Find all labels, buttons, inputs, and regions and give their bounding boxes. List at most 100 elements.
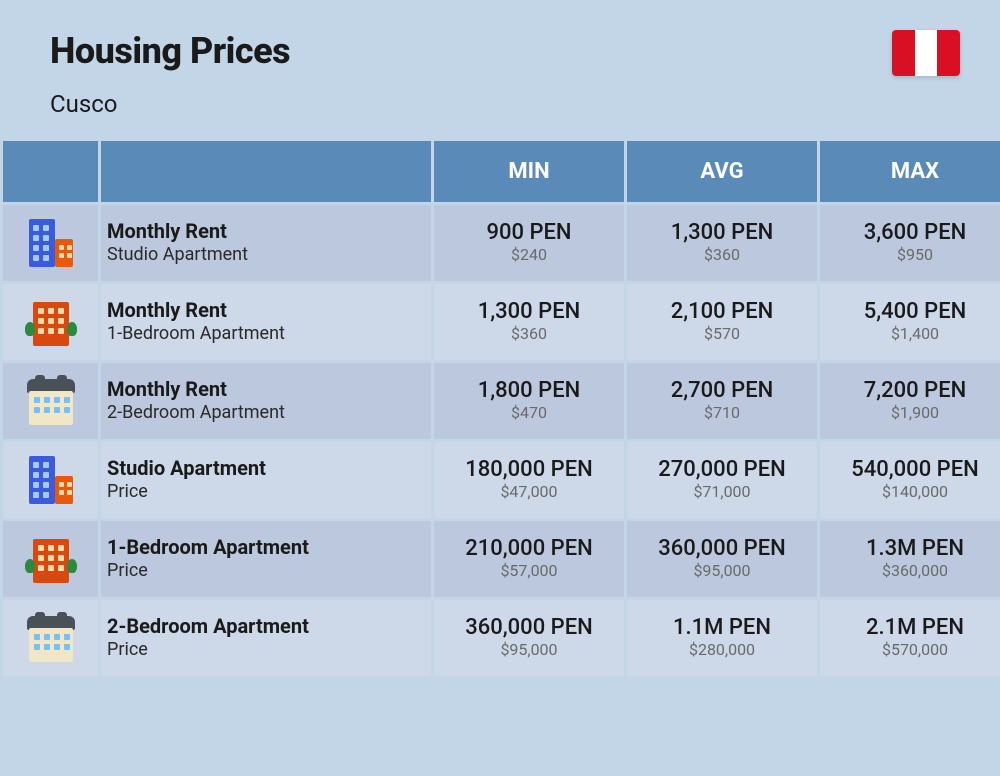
- value-usd: $95,000: [637, 561, 807, 582]
- row-label-cell: Monthly Rent1-Bedroom Apartment: [101, 284, 431, 360]
- row-icon-cell: [3, 205, 98, 281]
- cell-avg: 360,000 PEN$95,000: [627, 521, 817, 597]
- value-usd: $240: [444, 245, 614, 266]
- value-pen: 360,000 PEN: [637, 536, 807, 561]
- cell-max: 540,000 PEN$140,000: [820, 442, 1000, 518]
- value-usd: $570: [637, 324, 807, 345]
- value-pen: 1,300 PEN: [444, 299, 614, 324]
- row-sub: Studio Apartment: [107, 243, 421, 266]
- value-pen: 1,800 PEN: [444, 378, 614, 403]
- cell-max: 7,200 PEN$1,900: [820, 363, 1000, 439]
- value-pen: 5,400 PEN: [830, 299, 1000, 324]
- table-row: 1-Bedroom ApartmentPrice210,000 PEN$57,0…: [3, 521, 1000, 597]
- value-usd: $57,000: [444, 561, 614, 582]
- buildings-icon: [23, 456, 79, 504]
- cell-min: 360,000 PEN$95,000: [434, 600, 624, 676]
- buildings-icon: [23, 219, 79, 267]
- apartment-icon: [23, 535, 79, 583]
- table-row: Monthly Rent1-Bedroom Apartment1,300 PEN…: [3, 284, 1000, 360]
- table-row: Monthly Rent2-Bedroom Apartment1,800 PEN…: [3, 363, 1000, 439]
- value-pen: 180,000 PEN: [444, 457, 614, 482]
- row-label-cell: Monthly Rent2-Bedroom Apartment: [101, 363, 431, 439]
- value-usd: $71,000: [637, 482, 807, 503]
- value-pen: 1.1M PEN: [637, 615, 807, 640]
- value-pen: 540,000 PEN: [830, 457, 1000, 482]
- house-icon: [23, 614, 79, 662]
- value-pen: 2.1M PEN: [830, 615, 1000, 640]
- row-icon-cell: [3, 363, 98, 439]
- value-usd: $1,900: [830, 403, 1000, 424]
- house-icon: [23, 377, 79, 425]
- table-header-row: MIN AVG MAX: [3, 141, 1000, 202]
- cell-min: 900 PEN$240: [434, 205, 624, 281]
- row-icon-cell: [3, 600, 98, 676]
- row-icon-cell: [3, 521, 98, 597]
- row-icon-cell: [3, 442, 98, 518]
- cell-max: 1.3M PEN$360,000: [820, 521, 1000, 597]
- value-usd: $570,000: [830, 640, 1000, 661]
- cell-avg: 1,300 PEN$360: [627, 205, 817, 281]
- th-max: MAX: [820, 141, 1000, 202]
- value-usd: $47,000: [444, 482, 614, 503]
- header: Housing Prices Cusco: [0, 0, 1000, 138]
- cell-min: 180,000 PEN$47,000: [434, 442, 624, 518]
- cell-avg: 270,000 PEN$71,000: [627, 442, 817, 518]
- row-label-cell: 1-Bedroom ApartmentPrice: [101, 521, 431, 597]
- row-icon-cell: [3, 284, 98, 360]
- value-pen: 1.3M PEN: [830, 536, 1000, 561]
- row-title: 2-Bedroom Apartment: [107, 614, 421, 638]
- th-avg: AVG: [627, 141, 817, 202]
- cell-avg: 2,100 PEN$570: [627, 284, 817, 360]
- row-sub: 2-Bedroom Apartment: [107, 401, 421, 424]
- table-row: Monthly RentStudio Apartment900 PEN$2401…: [3, 205, 1000, 281]
- value-pen: 900 PEN: [444, 220, 614, 245]
- row-title: Monthly Rent: [107, 377, 421, 401]
- row-sub: Price: [107, 559, 421, 582]
- cell-min: 1,800 PEN$470: [434, 363, 624, 439]
- cell-avg: 1.1M PEN$280,000: [627, 600, 817, 676]
- value-pen: 1,300 PEN: [637, 220, 807, 245]
- peru-flag-icon: [892, 30, 960, 76]
- row-title: Monthly Rent: [107, 298, 421, 322]
- value-usd: $470: [444, 403, 614, 424]
- value-pen: 3,600 PEN: [830, 220, 1000, 245]
- row-sub: Price: [107, 480, 421, 503]
- page-subtitle: Cusco: [50, 90, 950, 118]
- table-row: Studio ApartmentPrice180,000 PEN$47,0002…: [3, 442, 1000, 518]
- value-usd: $140,000: [830, 482, 1000, 503]
- row-title: Studio Apartment: [107, 456, 421, 480]
- value-usd: $1,400: [830, 324, 1000, 345]
- row-title: Monthly Rent: [107, 219, 421, 243]
- cell-max: 5,400 PEN$1,400: [820, 284, 1000, 360]
- cell-min: 1,300 PEN$360: [434, 284, 624, 360]
- cell-max: 2.1M PEN$570,000: [820, 600, 1000, 676]
- row-title: 1-Bedroom Apartment: [107, 535, 421, 559]
- row-label-cell: Monthly RentStudio Apartment: [101, 205, 431, 281]
- row-sub: 1-Bedroom Apartment: [107, 322, 421, 345]
- table-row: 2-Bedroom ApartmentPrice360,000 PEN$95,0…: [3, 600, 1000, 676]
- th-min: MIN: [434, 141, 624, 202]
- row-label-cell: Studio ApartmentPrice: [101, 442, 431, 518]
- page-title: Housing Prices: [50, 30, 950, 72]
- th-blank: [3, 141, 98, 202]
- value-usd: $280,000: [637, 640, 807, 661]
- cell-avg: 2,700 PEN$710: [627, 363, 817, 439]
- row-label-cell: 2-Bedroom ApartmentPrice: [101, 600, 431, 676]
- value-pen: 360,000 PEN: [444, 615, 614, 640]
- value-usd: $360: [444, 324, 614, 345]
- row-sub: Price: [107, 638, 421, 661]
- apartment-icon: [23, 298, 79, 346]
- value-pen: 2,100 PEN: [637, 299, 807, 324]
- value-usd: $360: [637, 245, 807, 266]
- value-usd: $950: [830, 245, 1000, 266]
- value-pen: 2,700 PEN: [637, 378, 807, 403]
- value-usd: $95,000: [444, 640, 614, 661]
- cell-max: 3,600 PEN$950: [820, 205, 1000, 281]
- pricing-table: MIN AVG MAX Monthly RentStudio Apartment…: [0, 138, 1000, 679]
- value-pen: 270,000 PEN: [637, 457, 807, 482]
- value-usd: $360,000: [830, 561, 1000, 582]
- value-usd: $710: [637, 403, 807, 424]
- th-blank: [101, 141, 431, 202]
- value-pen: 210,000 PEN: [444, 536, 614, 561]
- cell-min: 210,000 PEN$57,000: [434, 521, 624, 597]
